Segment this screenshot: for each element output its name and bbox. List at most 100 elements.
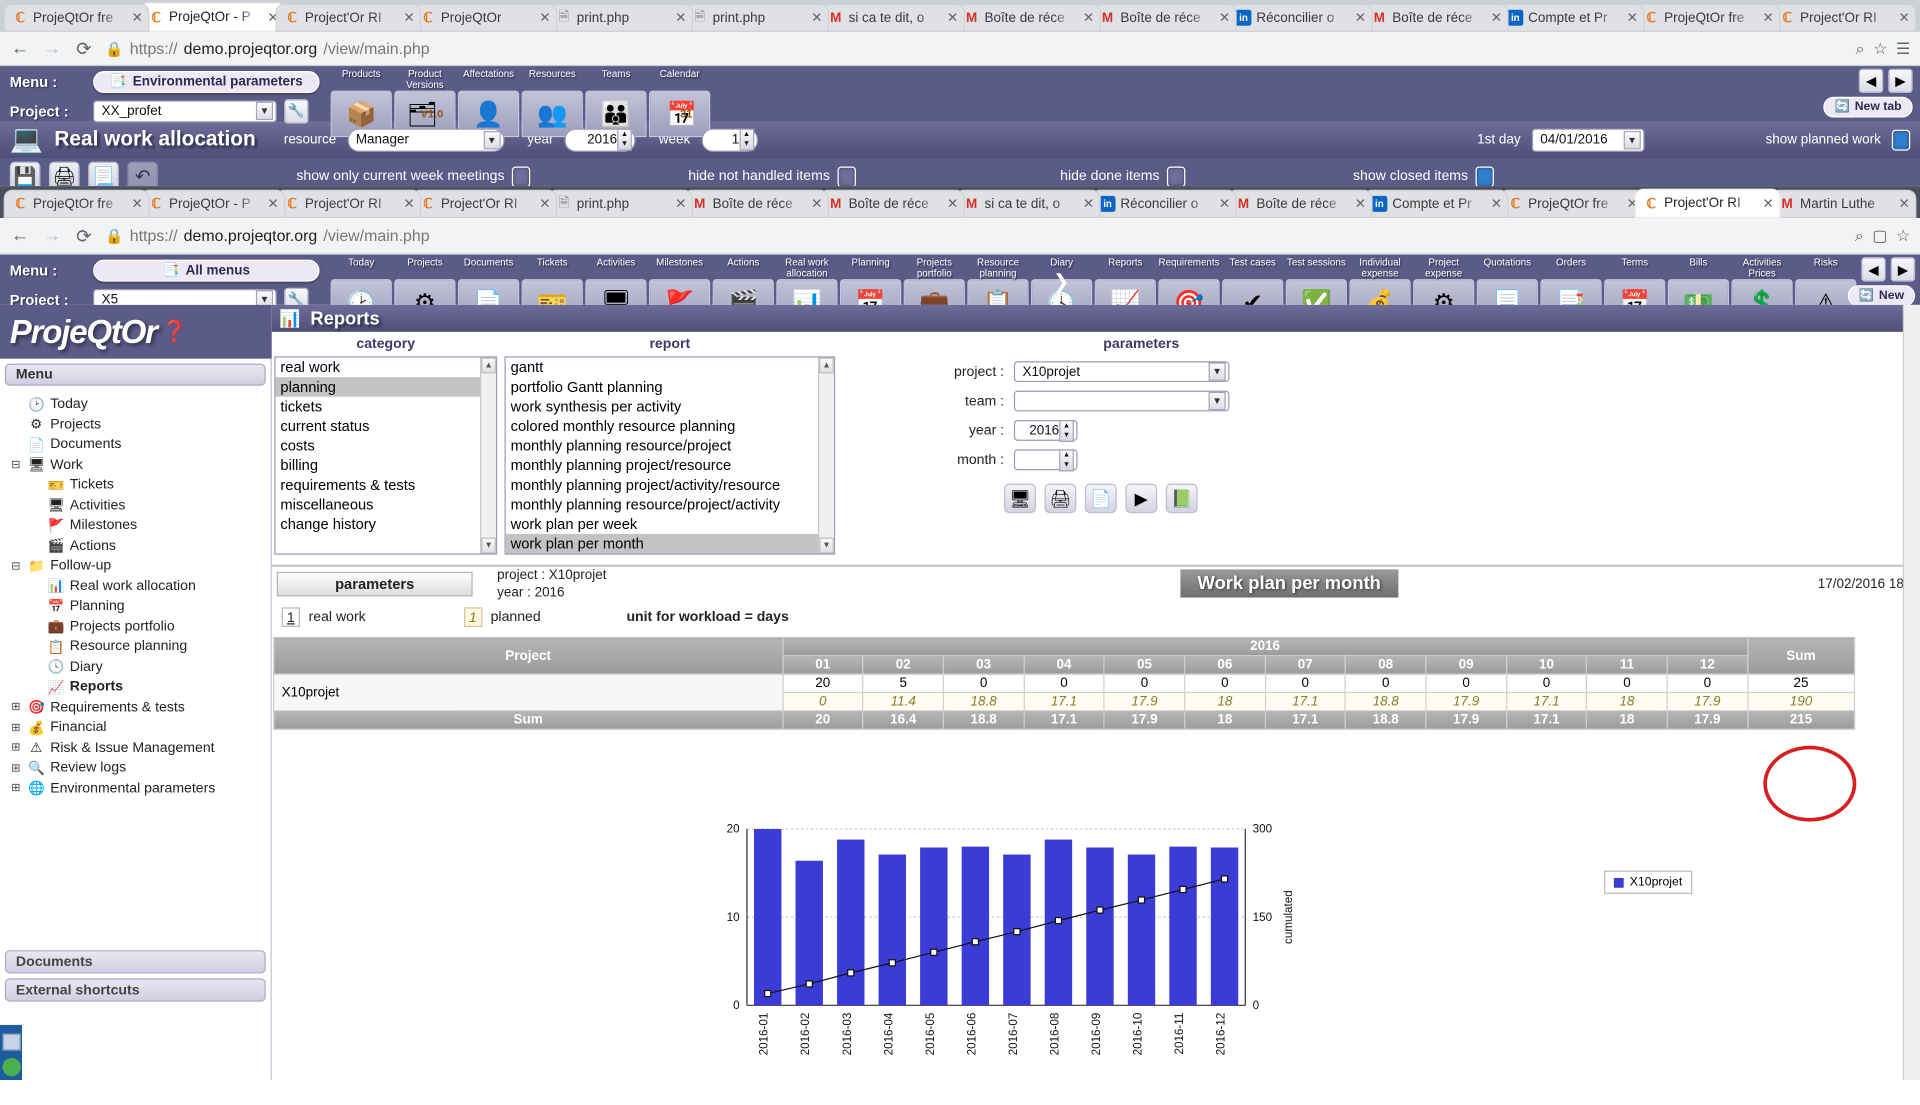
scroll-up-icon[interactable]: ▲: [481, 357, 496, 374]
sidebar-item-documents[interactable]: 📄 Documents: [0, 435, 271, 455]
scroll-down-icon[interactable]: ▼: [819, 537, 834, 554]
category-list-item[interactable]: billing: [280, 456, 318, 474]
report-list-item[interactable]: monthly planning project/activity/resour…: [510, 476, 781, 494]
show-planned-work-checkbox[interactable]: [1891, 129, 1911, 151]
chevron-down-icon[interactable]: ▼: [1208, 391, 1226, 411]
sidebar-item-projects[interactable]: ⚙ Projects: [0, 414, 271, 434]
category-list-item[interactable]: costs: [280, 437, 315, 455]
close-icon[interactable]: ✕: [131, 11, 143, 26]
twisty-icon[interactable]: ⊞: [11, 720, 21, 734]
close-icon[interactable]: ✕: [1218, 11, 1231, 26]
chevron-down-icon[interactable]: ▼: [483, 130, 501, 149]
browser-tab[interactable]: M Boîte de réce ✕: [819, 189, 965, 218]
report-action-buttons[interactable]: 🖥 🖨 📄 ▶ 📗: [1004, 483, 1198, 514]
sidebar-item-resource-planning[interactable]: 📋 Resource planning: [0, 637, 271, 657]
close-icon[interactable]: ✕: [947, 197, 959, 212]
close-icon[interactable]: ✕: [947, 11, 959, 26]
outer-nav-next-button[interactable]: ▶: [1888, 68, 1913, 94]
sidebar-item-review-logs[interactable]: ⊞ 🔍 Review logs: [0, 758, 271, 778]
browser-tab[interactable]: ℂ ProjeQtOr fre ✕: [3, 189, 150, 218]
sidebar-item-work[interactable]: ⊟ 🖥 Work: [0, 455, 271, 475]
page-icon[interactable]: ▢: [1872, 225, 1888, 245]
outer-project-select[interactable]: XX_profet ▼: [93, 99, 277, 122]
category-listbox[interactable]: real work planning tickets current status co…: [274, 356, 498, 555]
category-list-item[interactable]: real work: [280, 358, 341, 376]
close-icon[interactable]: ✕: [267, 10, 279, 26]
close-icon[interactable]: ✕: [403, 197, 415, 212]
back-icon[interactable]: ←: [11, 225, 30, 247]
outer-nav-prev-button[interactable]: ◀: [1858, 68, 1884, 94]
twisty-icon[interactable]: ⊞: [11, 700, 21, 713]
report-list-item[interactable]: colored monthly resource planning: [510, 417, 736, 435]
back-icon[interactable]: ←: [11, 37, 30, 59]
category-list-item[interactable]: requirements & tests: [280, 476, 416, 494]
sidebar-footer-shortcuts[interactable]: External shortcuts: [4, 978, 266, 1002]
parameter-spinner[interactable]: ▲ ▼: [1059, 448, 1074, 471]
sidebar-item-reports[interactable]: 📈 Reports: [0, 677, 271, 697]
close-icon[interactable]: ✕: [403, 11, 415, 26]
twisty-icon[interactable]: ⊟: [11, 559, 21, 572]
sidebar-item-risk-issue-management[interactable]: ⊞ ⚠ Risk & Issue Management: [0, 738, 271, 758]
report-list-item[interactable]: monthly planning resource/project: [510, 437, 732, 455]
report-list-item[interactable]: work synthesis per activity: [510, 397, 682, 416]
browser-tab[interactable]: 🗎 print.php ✕: [683, 3, 829, 32]
sidebar-item-list[interactable]: 🕑 Today ⚙ Projects 📄 Documents ⊟ 🖥 Work 🎫 Tickets 🖥…: [0, 391, 271, 799]
browser-tab[interactable]: ℂ Project'Or RI ✕: [1770, 3, 1917, 32]
module-tab[interactable]: Product Versions 🗂 V1.0: [394, 69, 456, 138]
browser-tab[interactable]: ℂ Project'Or RI ✕: [275, 3, 422, 32]
close-icon[interactable]: ✕: [267, 197, 279, 212]
parameter-field[interactable]: 2016 ▲ ▼: [1013, 419, 1078, 442]
close-icon[interactable]: ✕: [539, 197, 551, 212]
sidebar-item-diary[interactable]: 🕓 Diary: [0, 657, 271, 677]
close-icon[interactable]: ✕: [1626, 197, 1638, 212]
sidebar-item-milestones[interactable]: 🚩 Milestones: [0, 516, 271, 536]
reload-icon[interactable]: ⟳: [76, 38, 92, 60]
close-icon[interactable]: ✕: [1082, 197, 1095, 212]
inner-tab-strip[interactable]: ℂ ProjeQtOr fre ✕ ℂ ProjeQtOr - P ✕ ℂ Project'O…: [0, 186, 1920, 218]
screen-icon[interactable]: 🖥: [1004, 483, 1036, 514]
browser-tab[interactable]: M Boîte de réce ✕: [683, 189, 829, 218]
week-field[interactable]: 1 ▲ ▼: [701, 127, 758, 152]
browser-tab[interactable]: 🗎 print.php ✕: [547, 3, 694, 32]
outer-tab-strip[interactable]: ℂ ProjeQtOr fre ✕ ℂ ProjeQtOr - P ✕ ℂ Project'O…: [0, 0, 1920, 32]
close-icon[interactable]: ✕: [1354, 11, 1367, 26]
close-icon[interactable]: ✕: [1490, 197, 1502, 212]
checkbox-show-closed-items[interactable]: [1475, 165, 1494, 187]
resource-select[interactable]: Manager ▼: [347, 127, 504, 152]
report-list-item[interactable]: gantt: [510, 358, 544, 376]
close-icon[interactable]: ✕: [1354, 197, 1367, 212]
outer-project-edit-button[interactable]: 🔧: [284, 98, 309, 124]
first-day-field[interactable]: 04/01/2016 ▼: [1531, 127, 1645, 152]
checkbox-hide-done-items[interactable]: [1166, 165, 1186, 187]
report-listbox[interactable]: gantt portfolio Gantt planning work synthe…: [504, 356, 836, 555]
sidebar-item-projects-portfolio[interactable]: 💼 Projects portfolio: [0, 617, 271, 637]
listbox-scrollbar[interactable]: ▲ ▼: [817, 357, 834, 554]
browser-tab[interactable]: ℂ ProjeQtOr - P ✕: [139, 189, 286, 218]
category-list-item[interactable]: current status: [280, 417, 370, 435]
module-tab[interactable]: Resources 👥: [521, 69, 583, 138]
report-list-item[interactable]: work plan per month: [505, 533, 834, 554]
reload-icon[interactable]: ⟳: [76, 225, 92, 247]
checkbox-hide-not-handled[interactable]: [837, 165, 856, 187]
taskbar-status-icon[interactable]: [2, 1057, 21, 1077]
browser-tab[interactable]: in Réconcilier o ✕: [1091, 189, 1237, 218]
calendar-icon[interactable]: 📅 31: [648, 90, 711, 138]
report-list-item[interactable]: monthly availability of resources: [506, 553, 834, 554]
close-icon[interactable]: ✕: [1762, 11, 1774, 26]
inner-nav-next-button[interactable]: ▶: [1890, 257, 1916, 282]
close-icon[interactable]: ✕: [811, 11, 823, 26]
close-icon[interactable]: ✕: [1082, 11, 1095, 26]
browser-tab[interactable]: M Boîte de réce ✕: [955, 3, 1101, 32]
close-icon[interactable]: ✕: [131, 197, 143, 212]
parameter-field[interactable]: ▼: [1013, 390, 1230, 412]
browser-tab[interactable]: M Boîte de réce ✕: [1091, 3, 1237, 32]
close-icon[interactable]: ✕: [1490, 11, 1502, 26]
taskbar-icon[interactable]: [2, 1033, 21, 1051]
report-list-item[interactable]: work plan per week: [510, 515, 638, 533]
browser-tab[interactable]: ℂ ProjeQtOr ✕: [411, 3, 558, 32]
browser-tab[interactable]: M Martin Luthe ✕: [1770, 189, 1917, 218]
module-tab[interactable]: Products 📦: [330, 69, 392, 138]
listbox-scrollbar[interactable]: ▲ ▼: [480, 357, 496, 554]
sidebar-item-today[interactable]: 🕑 Today: [0, 394, 271, 414]
close-icon[interactable]: ✕: [539, 11, 551, 26]
